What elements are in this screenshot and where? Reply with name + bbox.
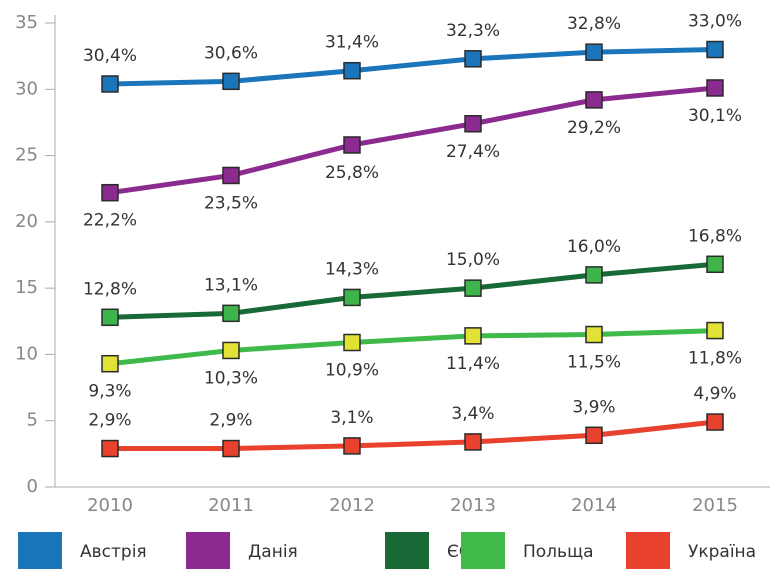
marker — [585, 325, 603, 344]
data-label: 3,1% — [330, 408, 373, 428]
data-label: 31,4% — [325, 33, 379, 53]
marker — [706, 40, 724, 59]
data-label: 2,9% — [209, 411, 252, 431]
marker — [101, 439, 119, 458]
data-label: 16,8% — [688, 226, 742, 246]
data-label: 13,1% — [204, 275, 258, 295]
data-label: 10,9% — [325, 360, 379, 380]
legend-label: Австрія — [80, 542, 147, 562]
data-label: 3,4% — [451, 404, 494, 424]
marker — [464, 279, 482, 297]
series-line — [109, 85, 716, 196]
data-label: 11,4% — [446, 354, 500, 374]
marker — [464, 433, 482, 451]
legend-swatch — [18, 532, 62, 569]
x-tick-label: 2010 — [87, 495, 133, 516]
data-label: 33,0% — [688, 12, 742, 32]
x-tick-label: 2014 — [571, 495, 617, 516]
marker — [585, 91, 603, 109]
data-label: 29,2% — [567, 118, 621, 138]
marker — [101, 75, 119, 93]
data-label: 11,8% — [688, 349, 742, 369]
marker — [343, 288, 361, 307]
marker — [101, 308, 119, 327]
data-label: 14,3% — [325, 259, 379, 279]
legend-swatch — [385, 532, 429, 569]
data-label: 30,6% — [204, 43, 258, 63]
marker — [464, 115, 482, 133]
data-label: 32,8% — [567, 14, 621, 34]
marker — [706, 255, 724, 274]
data-label: 30,4% — [83, 46, 137, 66]
data-label: 2,9% — [88, 411, 131, 431]
data-label: 12,8% — [83, 279, 137, 299]
y-tick-label: 10 — [15, 343, 38, 364]
series-line — [109, 261, 716, 320]
data-label: 4,9% — [693, 384, 736, 404]
marker — [343, 61, 361, 80]
marker — [222, 72, 240, 91]
marker — [101, 354, 119, 373]
data-label: 3,9% — [572, 397, 615, 417]
y-tick-label: 25 — [15, 145, 38, 166]
data-label: 25,8% — [325, 163, 379, 183]
x-tick-label: 2012 — [329, 495, 375, 516]
data-label: 30,1% — [688, 106, 742, 126]
legend-label: Данія — [248, 542, 298, 562]
marker — [222, 166, 240, 185]
series-line — [110, 419, 716, 452]
y-tick-label: 20 — [15, 211, 38, 232]
marker — [706, 79, 724, 97]
legend-swatch — [186, 532, 230, 569]
marker — [585, 426, 603, 445]
marker — [464, 327, 482, 345]
x-tick-label: 2015 — [692, 495, 738, 516]
data-label: 15,0% — [446, 250, 500, 270]
legend-label: Польща — [523, 542, 594, 562]
marker — [222, 304, 240, 323]
marker — [222, 341, 240, 360]
data-label: 22,2% — [83, 211, 137, 231]
series-line — [109, 47, 716, 87]
y-tick-label: 35 — [15, 12, 38, 33]
x-tick-label: 2013 — [450, 495, 496, 516]
y-tick-label: 15 — [15, 277, 38, 298]
marker — [343, 437, 361, 455]
data-label: 27,4% — [446, 142, 500, 162]
data-label: 9,3% — [88, 382, 131, 402]
marker — [706, 413, 724, 431]
marker — [585, 43, 603, 61]
legend-swatch — [626, 532, 670, 569]
y-tick-label: 0 — [27, 476, 38, 497]
legend-swatch — [461, 532, 505, 569]
data-label: 16,0% — [567, 237, 621, 257]
y-tick-label: 30 — [15, 78, 38, 99]
marker — [343, 136, 361, 154]
marker — [101, 183, 119, 202]
data-label: 23,5% — [204, 193, 258, 213]
series-line — [109, 328, 716, 367]
marker — [222, 439, 240, 458]
marker — [706, 321, 724, 340]
data-label: 10,3% — [204, 368, 258, 388]
x-tick-label: 2011 — [208, 495, 254, 516]
data-label: 11,5% — [567, 353, 621, 373]
data-label: 32,3% — [446, 21, 500, 41]
marker — [585, 266, 603, 284]
legend-label: Україна — [688, 542, 756, 562]
marker — [343, 333, 361, 352]
y-tick-label: 5 — [27, 410, 38, 431]
marker — [464, 50, 482, 68]
